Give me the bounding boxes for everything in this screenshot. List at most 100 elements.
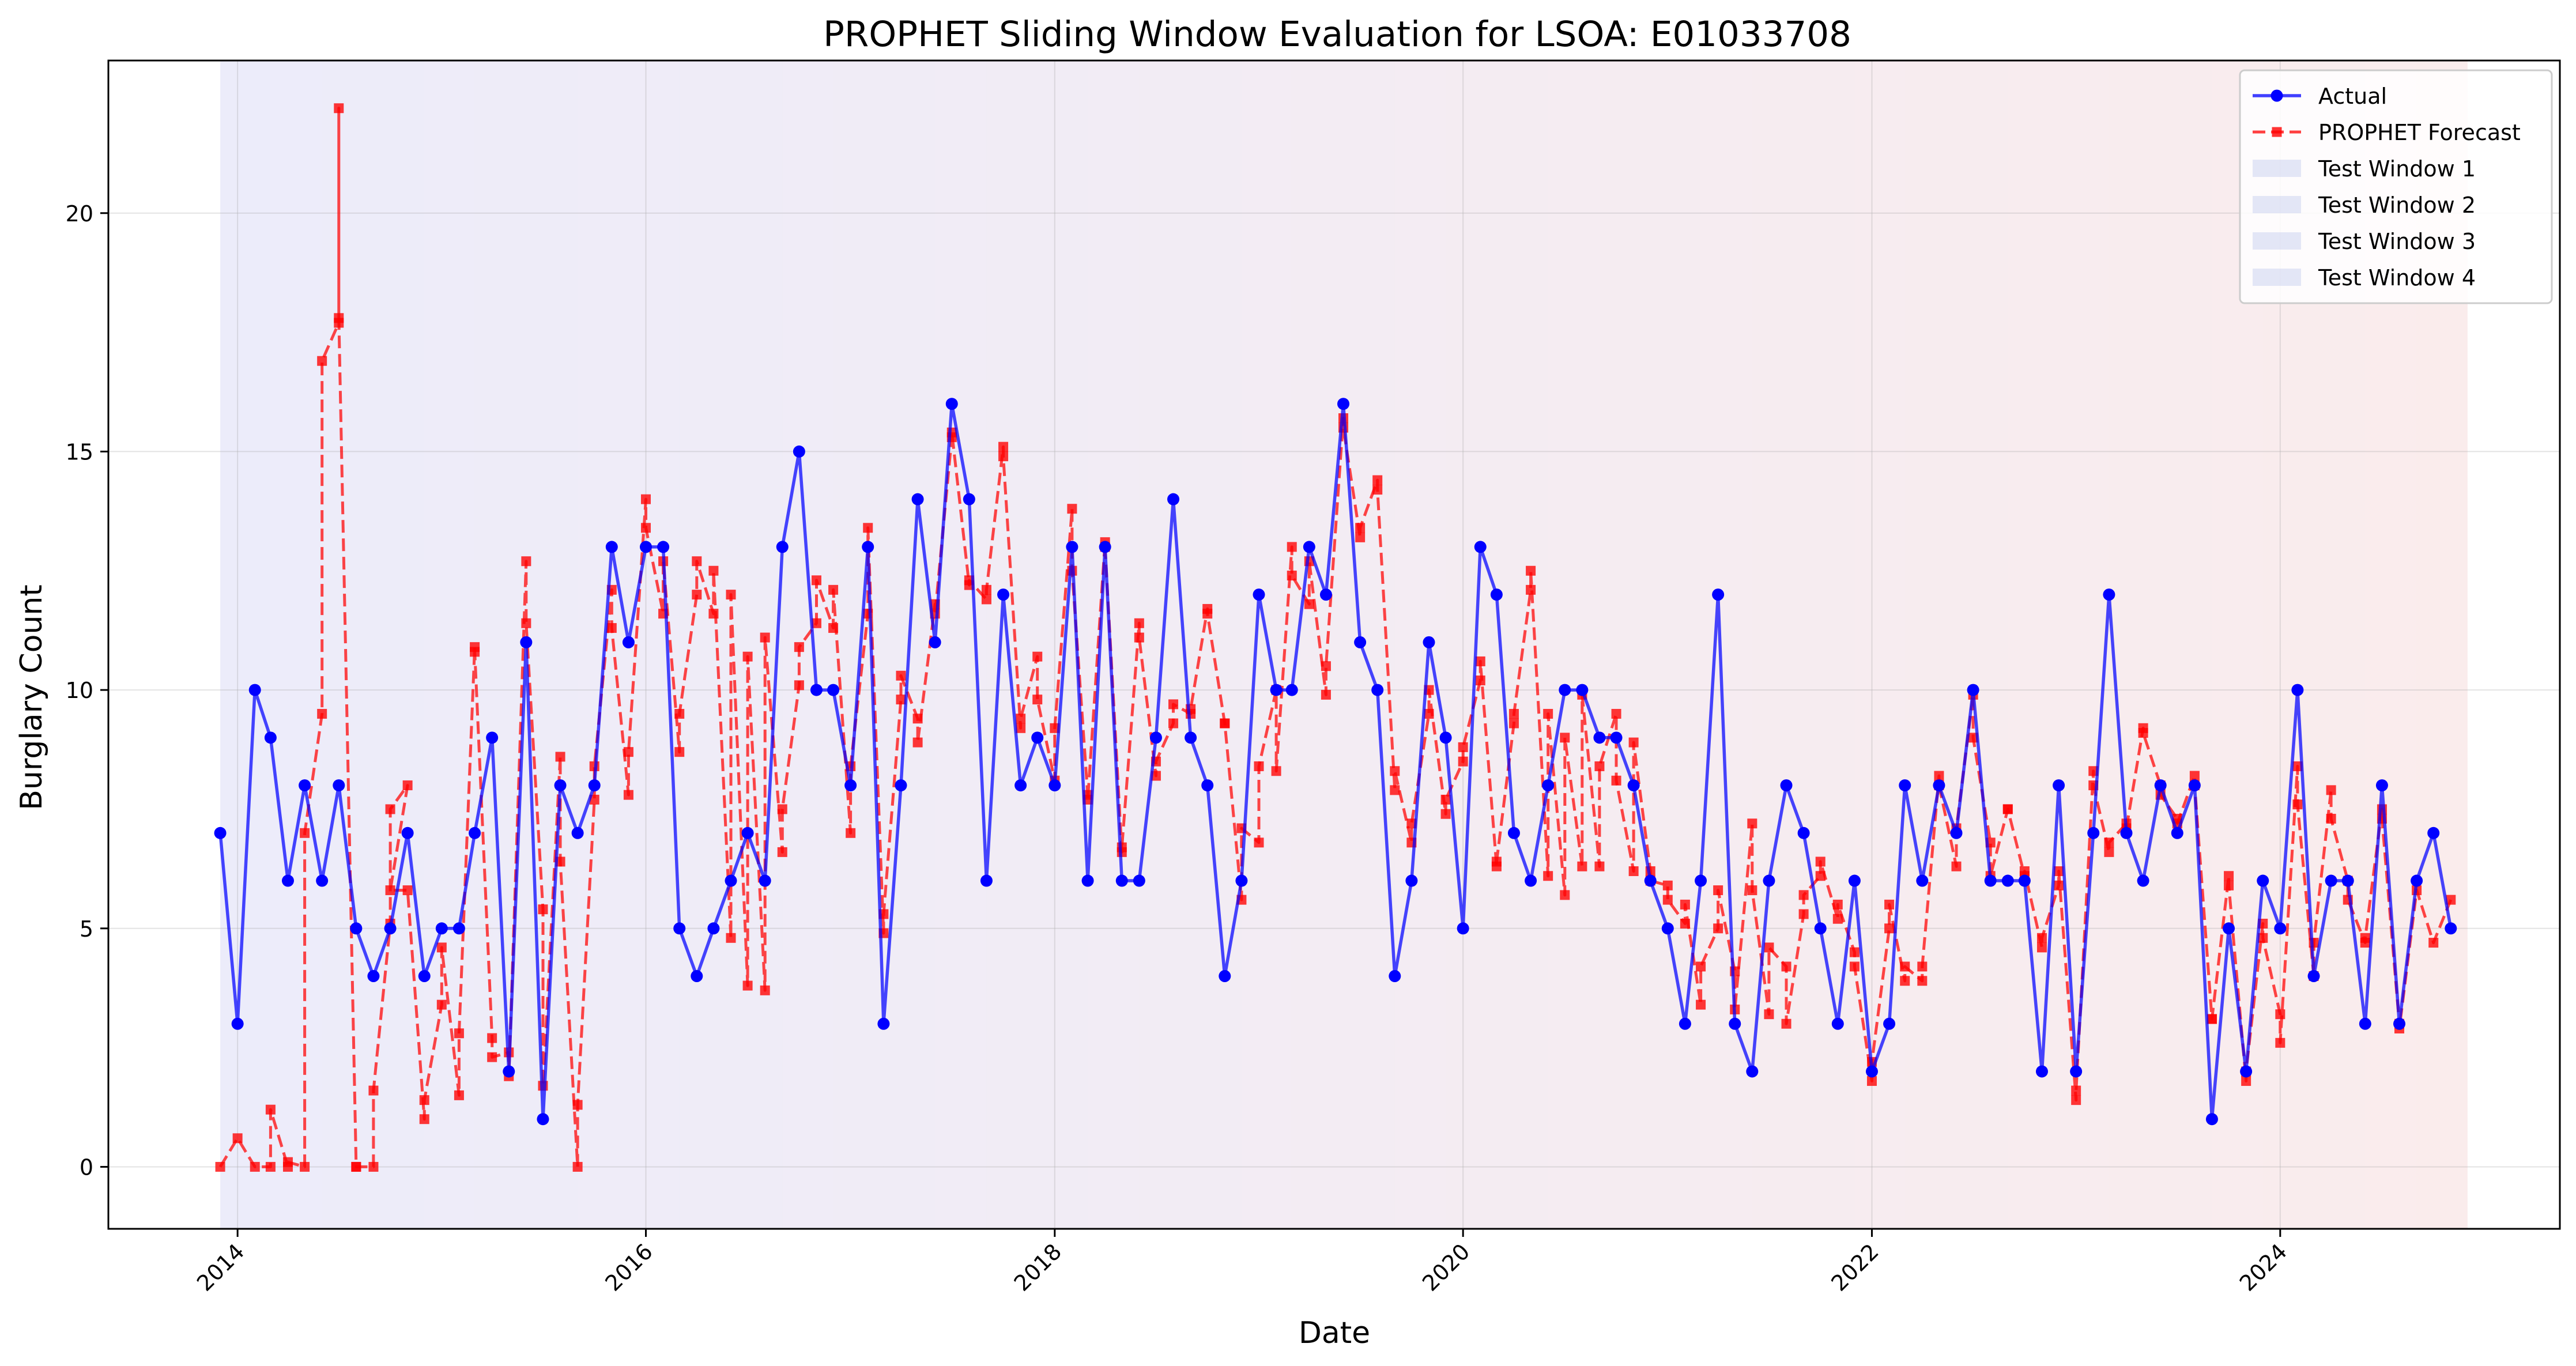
actual-point: [2375, 779, 2388, 792]
test-window-band: [1650, 61, 1701, 1229]
forecast-point: [606, 623, 617, 633]
actual-point: [571, 827, 584, 839]
plot-frame: [107, 59, 2561, 1230]
forecast-point: [1611, 708, 1621, 719]
forecast-point: [1168, 718, 1179, 729]
forecast-point: [521, 618, 531, 628]
test-window-band: [2109, 61, 2161, 1229]
forecast-point: [1713, 923, 1723, 934]
forecast-point: [981, 594, 991, 605]
forecast-point: [1390, 785, 1400, 795]
series-line-prophet-forecast: [218, 107, 2453, 1168]
actual-point: [2257, 874, 2269, 887]
actual-point: [1115, 874, 1128, 887]
forecast-point: [828, 623, 839, 633]
forecast-point: [1016, 714, 1026, 724]
actual-point: [622, 636, 635, 648]
actual-point: [520, 636, 533, 648]
actual-point: [1967, 684, 1979, 696]
actual-point: [2001, 874, 2014, 887]
forecast-point: [2292, 761, 2303, 771]
actual-point: [1746, 1065, 1759, 1078]
actual-point: [281, 874, 294, 887]
forecast-point: [1458, 756, 1468, 767]
actual-point: [691, 970, 703, 983]
forecast-point: [1832, 914, 1843, 924]
legend-patch: [2253, 160, 2301, 177]
test-window-band: [1190, 61, 1242, 1229]
forecast-point: [726, 590, 736, 600]
actual-point: [1490, 588, 1503, 601]
actual-point: [1814, 922, 1827, 935]
actual-point: [1048, 779, 1061, 792]
actual-point: [2359, 1017, 2371, 1030]
forecast-point: [368, 1161, 379, 1172]
actual-point: [1014, 779, 1027, 792]
forecast-point: [1491, 856, 1502, 867]
actual-point: [1457, 922, 1469, 935]
actual-point: [1627, 779, 1640, 792]
forecast-point: [896, 695, 906, 705]
actual-point: [1610, 731, 1623, 744]
test-window-band: [1956, 61, 2008, 1229]
forecast-point: [777, 804, 787, 814]
actual-point: [895, 779, 907, 792]
actual-point: [1474, 541, 1487, 553]
legend-item: Test Window 3: [2253, 229, 2476, 254]
forecast-point: [2224, 880, 2234, 890]
forecast-point: [1134, 618, 1144, 628]
forecast-point: [1680, 918, 1690, 929]
forecast-point: [2224, 871, 2234, 881]
legend-item: PROPHET Forecast: [2253, 120, 2521, 145]
actual-point: [1507, 827, 1520, 839]
actual-point: [503, 1065, 515, 1078]
forecast-point: [282, 1157, 293, 1167]
forecast-point: [726, 933, 736, 943]
forecast-point: [708, 609, 719, 619]
actual-point: [469, 827, 481, 839]
test-window-band: [730, 61, 783, 1229]
actual-point: [1285, 684, 1298, 696]
legend-marker: [2270, 89, 2283, 102]
forecast-point: [1662, 895, 1673, 905]
forecast-point: [1849, 947, 1860, 957]
test-window-band: [220, 61, 271, 1229]
actual-point: [639, 541, 652, 553]
forecast-point: [232, 1133, 243, 1144]
forecast-point: [760, 632, 770, 643]
actual-point: [2035, 1065, 2048, 1078]
actual-point: [605, 541, 618, 553]
actual-point: [1081, 874, 1094, 887]
test-window-band: [270, 61, 322, 1229]
actual-point: [2087, 827, 2100, 839]
test-window-band: [474, 61, 526, 1229]
test-window-band: [2008, 61, 2059, 1229]
forecast-point: [708, 565, 719, 576]
forecast-point: [1168, 699, 1179, 710]
forecast-point: [912, 714, 923, 724]
legend-label: Test Window 2: [2318, 193, 2476, 218]
actual-point: [929, 636, 941, 648]
forecast-point: [1917, 961, 1928, 972]
actual-point: [980, 874, 993, 887]
actual-point: [486, 731, 499, 744]
forecast-point: [2326, 785, 2336, 795]
actual-point: [862, 541, 874, 553]
actual-point: [1099, 541, 1111, 553]
forecast-point: [2275, 1037, 2285, 1048]
actual-point: [2307, 970, 2320, 983]
forecast-point: [912, 737, 923, 748]
actual-point: [588, 779, 601, 792]
legend-marker: [2272, 127, 2282, 137]
forecast-point: [2019, 866, 2030, 876]
forecast-point: [1764, 942, 1774, 953]
forecast-point: [1866, 1076, 1877, 1086]
forecast-point: [1781, 961, 1791, 972]
actual-point: [1797, 827, 1810, 839]
actual-point: [2018, 874, 2031, 887]
test-window-band: [1446, 61, 1497, 1229]
forecast-point: [334, 103, 344, 114]
actual-point: [1712, 588, 1725, 601]
actual-point: [1525, 874, 1537, 887]
legend-label: PROPHET Forecast: [2318, 120, 2521, 145]
